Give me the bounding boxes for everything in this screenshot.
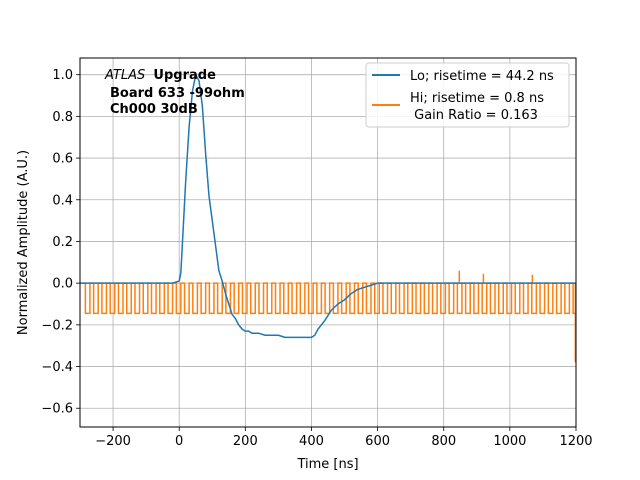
y-tick-label: 0.8 <box>52 110 73 125</box>
x-tick-label: 600 <box>365 434 390 449</box>
plot-area <box>80 73 576 363</box>
x-tick-label: 400 <box>299 434 324 449</box>
y-tick-label: −0.2 <box>41 318 73 333</box>
annotation-board: Board 633 -99ohm <box>110 86 245 101</box>
y-axis-label: Normalized Amplitude (A.U.) <box>16 150 31 335</box>
y-tick-label: 0.6 <box>52 152 73 167</box>
legend-label-hi: Hi; risetime = 0.8 ns <box>410 91 544 106</box>
x-tick-label: 1000 <box>493 434 526 449</box>
legend: Lo; risetime = 44.2 ns Hi; risetime = 0.… <box>365 62 570 128</box>
series-lo-line <box>80 73 576 339</box>
svg-text:ATLAS Upgrade: ATLAS Upgrade <box>104 68 216 83</box>
legend-box <box>365 62 570 128</box>
x-tick-label: 800 <box>431 434 456 449</box>
annotation-channel: Ch000 30dB <box>110 102 198 117</box>
y-tick-label: 0.4 <box>52 193 73 208</box>
y-axis: −0.6 −0.4 −0.2 0.0 0.2 0.4 0.6 0.8 1.0 <box>41 68 80 417</box>
x-tick-label: 1200 <box>559 434 592 449</box>
series-hi-line <box>81 282 576 363</box>
x-axis-label: Time [ns] <box>296 457 358 472</box>
legend-label-hi-gain-ratio: Gain Ratio = 0.163 <box>410 108 538 123</box>
x-tick-label: 200 <box>233 434 258 449</box>
annotation-atlas: ATLAS <box>104 68 145 83</box>
x-tick-label: −200 <box>95 434 131 449</box>
axes-frame <box>79 57 577 428</box>
y-tick-label: −0.4 <box>41 360 73 375</box>
annotation-upgrade: Upgrade <box>153 68 216 83</box>
y-tick-label: 0.2 <box>52 235 73 250</box>
x-axis: −200 0 200 400 600 800 1000 1200 <box>95 427 593 449</box>
x-tick-label: 0 <box>175 434 183 449</box>
legend-label-lo: Lo; risetime = 44.2 ns <box>410 69 554 84</box>
y-tick-label: −0.6 <box>41 402 73 417</box>
y-tick-label: 1.0 <box>52 68 73 83</box>
y-tick-label: 0.0 <box>52 277 73 292</box>
atlas-annotation: ATLAS Upgrade Board 633 -99ohm Ch000 30d… <box>104 68 245 117</box>
series-layer <box>80 73 576 363</box>
